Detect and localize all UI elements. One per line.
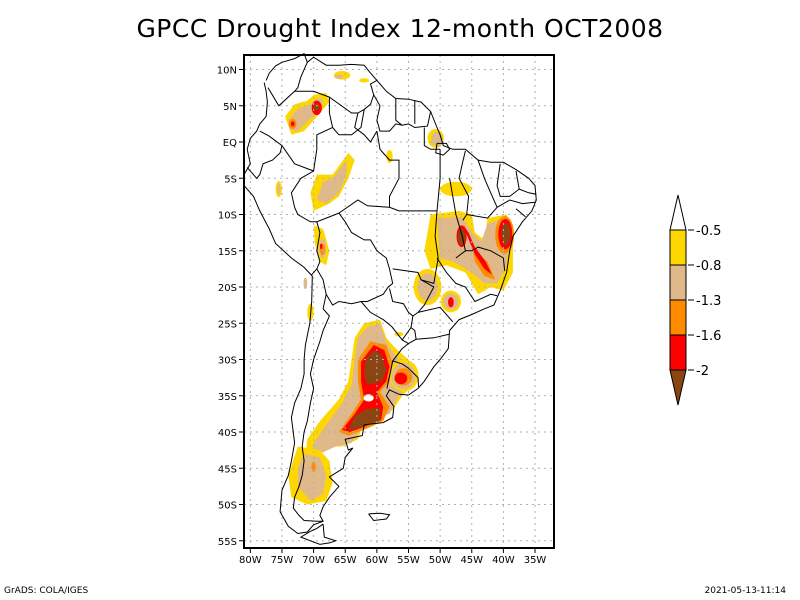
shading-chile-tan — [303, 277, 308, 290]
shading-venezuela-north-tan — [334, 74, 344, 79]
colorbar-label: -0.5 — [696, 224, 721, 239]
shading-amazon-tan — [316, 160, 347, 204]
border-ceara — [496, 163, 520, 197]
border-parana — [417, 306, 454, 323]
x-tick-label: 65W — [334, 555, 357, 566]
colorbar-segment — [669, 299, 687, 336]
y-tick-label: 10S — [218, 211, 237, 222]
y-tick-label: 40S — [218, 428, 237, 439]
border-santa-catarina — [416, 333, 450, 340]
shading-para-yellow — [440, 181, 472, 197]
coastline-tierra-del-fuego — [299, 523, 338, 545]
border-paraguay — [360, 288, 414, 341]
coastline-mainland — [243, 52, 537, 535]
y-tick-label: 20S — [218, 283, 237, 294]
x-axis-ticks: 80W 75W 70W 65W 60W 55W 50W 45W 40W 35W — [239, 548, 546, 566]
x-tick-label: 55W — [397, 555, 420, 566]
border-maranhao — [458, 150, 470, 221]
shading-bahia-brown — [501, 223, 511, 245]
x-tick-label: 70W — [302, 555, 325, 566]
x-tick-label: 80W — [239, 555, 262, 566]
chart-title: GPCC Drought Index 12-month OCT2008 — [136, 14, 664, 43]
border-roraima — [354, 112, 378, 143]
border-minas-south — [436, 257, 498, 303]
x-tick-label: 60W — [366, 555, 389, 566]
x-tick-label: 75W — [271, 555, 294, 566]
y-tick-label: 30S — [218, 356, 237, 367]
shading-amazon-central-yellow — [386, 149, 393, 164]
colorbar-top-arrow — [669, 194, 687, 231]
border-paraiba — [519, 188, 537, 195]
border-chile-argentina — [292, 294, 330, 522]
y-tick-label: 25S — [218, 319, 237, 330]
border-peru-brazil-bolivia — [290, 170, 321, 276]
colorbar-label: -0.8 — [696, 259, 721, 274]
drought-shading-layer — [275, 70, 515, 505]
border-ecuador-peru — [246, 145, 283, 180]
colorbar-segment — [669, 229, 687, 266]
y-tick-label: 10N — [217, 66, 237, 77]
border-state-line-1 — [392, 149, 441, 285]
border-amapa — [423, 127, 441, 150]
y-axis-ticks: 10N 5N EQ 5S 10S 15S 20S 25S 30S 35S 40S 45S 50S 55S — [217, 66, 244, 548]
border-amazonas-south — [338, 199, 437, 214]
coastline-falklands — [368, 512, 391, 522]
border-state-line-2 — [449, 178, 466, 259]
shading-peru-tan — [277, 184, 281, 195]
y-tick-label: 5N — [223, 102, 237, 113]
border-colombia-south — [259, 90, 334, 172]
x-tick-label: 50W — [429, 555, 452, 566]
border-venezuela-south — [332, 109, 365, 136]
plot-frame — [243, 54, 555, 549]
colorbar-segment — [669, 264, 687, 301]
shading-sp-red — [448, 297, 454, 308]
colorbar-segment — [669, 334, 687, 371]
border-venezuela-brazil — [329, 79, 378, 114]
border-bahia-minas — [465, 246, 506, 272]
footer-timestamp: 2021-05-13-11:14 — [704, 586, 787, 596]
border-ms-sp — [412, 279, 435, 317]
y-tick-label: 35S — [218, 392, 237, 403]
shading-argentina-brown-south — [348, 408, 380, 431]
y-tick-label: 50S — [218, 501, 237, 512]
shading-colombia-red — [290, 121, 295, 127]
coastline-layer — [243, 52, 537, 545]
border-colombia-venezuela — [267, 62, 308, 107]
shading-patagonia-tan — [297, 453, 327, 501]
shading-patagonia-orange — [311, 461, 316, 472]
colorbar-legend: -0.5 -0.8 -1.3 -1.6 -2 — [669, 194, 721, 406]
border-guyana-suriname — [395, 98, 403, 126]
x-tick-label: 40W — [492, 555, 515, 566]
x-tick-label: 35W — [524, 555, 547, 566]
colorbar-label: -1.3 — [696, 294, 721, 309]
border-alagoas — [515, 208, 526, 218]
shading-uruguay-red — [394, 372, 408, 385]
map-grid — [244, 55, 554, 548]
border-bolivia — [316, 212, 394, 306]
shading-argentina-brown-north — [364, 350, 387, 385]
shading-tocantins-brown — [457, 229, 466, 245]
coastline-marajo — [435, 142, 451, 156]
footer-credit: GrADS: COLA/IGES — [4, 586, 89, 596]
border-uruguay-brazil — [392, 360, 420, 388]
y-tick-label: 5S — [224, 174, 237, 185]
shading-orinoco-yellow — [359, 78, 370, 83]
y-tick-label: 55S — [218, 537, 237, 548]
colorbar-bottom-arrow — [669, 369, 687, 406]
x-tick-label: 45W — [460, 555, 483, 566]
border-amazonas-para — [376, 131, 400, 208]
border-pernambuco — [496, 199, 536, 208]
border-guianas — [373, 94, 432, 132]
shading-bolivia-red — [319, 243, 323, 250]
shading-venezuela-brown — [314, 103, 320, 111]
colorbar-label: -2 — [696, 364, 709, 379]
colorbar-label: -1.6 — [696, 329, 721, 344]
y-tick-label: 15S — [218, 247, 237, 258]
y-tick-label: 45S — [218, 464, 237, 475]
shading-minas-red — [463, 225, 492, 275]
border-argentina-uruguay — [386, 343, 409, 389]
y-tick-label: EQ — [223, 138, 237, 149]
border-piaui — [466, 159, 498, 219]
